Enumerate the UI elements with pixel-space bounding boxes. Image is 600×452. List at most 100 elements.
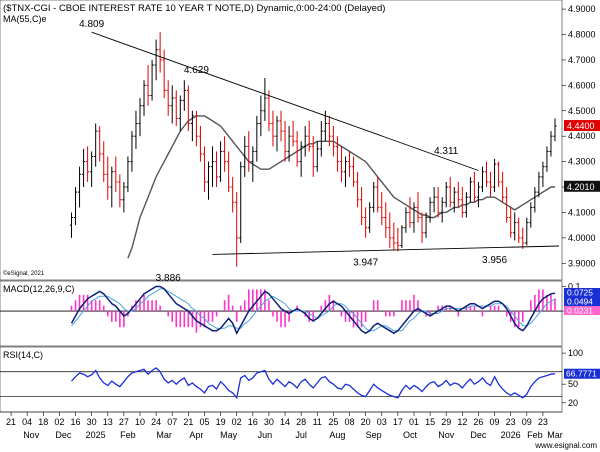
price-bar	[456, 181, 460, 208]
price-bar	[496, 161, 501, 188]
x-month-label: Nov	[438, 430, 455, 440]
x-day-label: 27	[119, 417, 129, 427]
price-tag-label: 4.4400	[567, 121, 595, 131]
price-bar	[480, 166, 485, 193]
macd-tag-box	[564, 306, 600, 315]
price-bar	[335, 136, 340, 172]
rsi-label: RSI(14,C)	[3, 350, 43, 360]
price-bar	[122, 181, 126, 213]
price-bar	[472, 171, 477, 203]
price-bar	[396, 227, 400, 252]
price-tick-label: 4.8000	[568, 30, 596, 40]
price-bar	[416, 192, 420, 223]
price-bar	[529, 202, 533, 228]
price-bar	[130, 131, 134, 172]
price-bar	[311, 136, 315, 177]
price-bar	[267, 90, 271, 132]
price-bar	[444, 181, 448, 208]
price-bar	[251, 146, 255, 182]
price-tick-label: 4.1000	[568, 207, 596, 217]
price-bar	[275, 115, 279, 152]
x-day-label: 14	[280, 417, 290, 427]
x-day-label: 19	[216, 417, 226, 427]
price-bar	[178, 95, 182, 132]
price-bar	[368, 202, 372, 233]
price-tag-box	[564, 180, 600, 192]
price-bar	[303, 126, 307, 157]
price-bar	[464, 192, 468, 218]
price-bar	[295, 131, 299, 167]
x-day-label: 21	[183, 417, 193, 427]
x-day-label: 13	[103, 417, 113, 427]
x-day-label: 09	[490, 417, 500, 427]
price-bar	[364, 207, 368, 238]
price-bar	[106, 156, 110, 200]
x-day-label: 11	[313, 417, 322, 427]
price-bar	[424, 212, 428, 238]
x-day-label: 12	[457, 417, 467, 427]
price-bar	[412, 202, 416, 233]
x-month-label: Jun	[258, 430, 273, 440]
x-day-label: 30	[87, 417, 97, 427]
x-month-label: Apr	[189, 430, 203, 440]
macd-tag-label: 0.0494	[567, 297, 593, 307]
price-bar	[202, 146, 207, 193]
x-day-label: 25	[328, 417, 338, 427]
price-bar	[432, 187, 436, 213]
x-day-label: 05	[199, 417, 209, 427]
price-bar	[235, 192, 239, 267]
price-bar	[315, 141, 319, 172]
price-bar	[126, 156, 130, 193]
price-bar	[380, 192, 384, 226]
macd-signal-line	[71, 288, 556, 332]
price-bar	[553, 118, 557, 142]
price-bar	[408, 197, 412, 228]
price-bar	[158, 32, 162, 73]
price-bar	[452, 187, 456, 213]
price-bar	[339, 146, 344, 182]
price-bar	[476, 181, 481, 208]
x-day-label: 30	[264, 417, 274, 427]
trendline	[212, 245, 560, 255]
price-axis: 4.9000 4.8000 4.7000 4.6000 4.5000 4.4000 4.30…	[562, 4, 600, 268]
x-day-label: 21	[6, 417, 16, 427]
price-bar	[460, 187, 464, 218]
price-bar	[259, 95, 263, 137]
price-bar	[134, 110, 138, 149]
x-day-label: 02	[54, 417, 64, 427]
price-bar	[243, 136, 247, 177]
price-bar	[90, 151, 94, 188]
rsi-tag-label: 66.7771	[566, 369, 597, 379]
price-bar	[376, 176, 380, 213]
price-bar	[509, 207, 513, 238]
rsi-tick-label: 20	[568, 398, 578, 408]
price-bar	[404, 207, 408, 233]
price-panel: 4.809 4.629 3.886 3.947 4.311 3.956 ($TNX-CGI…	[0, 0, 563, 284]
macd-tag-box	[564, 297, 600, 306]
price-bar	[331, 126, 335, 157]
price-bar	[138, 98, 142, 137]
x-day-label: 01	[409, 417, 419, 427]
price-bar	[146, 65, 150, 106]
price-tick-label: 4.7000	[568, 55, 596, 65]
x-day-label: 15	[425, 417, 435, 427]
price-bar	[182, 80, 186, 111]
price-bar	[69, 212, 74, 238]
price-bar	[299, 141, 303, 177]
price-bar	[170, 85, 174, 124]
rsi-panel: RSI(14,C)	[0, 346, 563, 413]
rsi-axis: 100 50 20 66.7771	[562, 348, 600, 408]
copyright: ©eSignal, 2021	[3, 270, 45, 277]
price-bar	[355, 171, 360, 208]
x-month-label: Dec	[55, 430, 72, 440]
price-bar	[513, 212, 517, 241]
rsi-tick-label: 50	[568, 379, 578, 389]
price-bar	[545, 146, 549, 172]
x-day-label: 17	[393, 417, 403, 427]
macd-line	[70, 285, 556, 335]
x-month-label: 2026	[501, 430, 521, 440]
price-bar	[436, 187, 440, 218]
price-bar	[73, 187, 78, 226]
x-day-label: 29	[441, 417, 451, 427]
chart-title: ($TNX-CGI - CBOE INTEREST RATE 10 YEAR T…	[3, 3, 385, 14]
